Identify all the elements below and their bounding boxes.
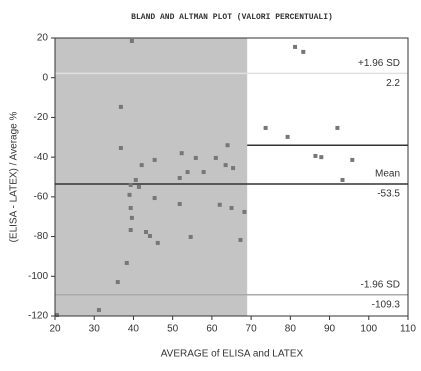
- point: [143, 230, 148, 235]
- point: [139, 163, 144, 168]
- point: [133, 177, 138, 182]
- x-tick-label: 80: [285, 324, 297, 335]
- point: [128, 228, 133, 233]
- y-tick-label: -40: [34, 152, 49, 163]
- point: [213, 155, 218, 160]
- point: [301, 49, 306, 54]
- point: [152, 196, 157, 201]
- point: [115, 280, 120, 285]
- reference-value: -53.5: [377, 189, 400, 200]
- point: [217, 202, 222, 207]
- y-tick-label: -100: [28, 271, 48, 282]
- plot-border: [54, 37, 409, 317]
- point: [201, 170, 206, 175]
- shaded-region: [55, 38, 248, 316]
- point: [263, 125, 268, 130]
- point: [177, 202, 182, 207]
- point: [118, 104, 123, 109]
- x-tick-label: 90: [324, 324, 336, 335]
- point: [179, 151, 184, 156]
- y-tick-label: -60: [34, 191, 49, 202]
- reference-name: -1.96 SD: [361, 279, 400, 290]
- point: [152, 157, 157, 162]
- y-axis-label: (ELISA - LATEX) / Average %: [9, 111, 20, 242]
- chart-title: BLAND AND ALTMAN PLOT (VALORI PERCENTUAL…: [131, 13, 333, 22]
- point: [128, 182, 133, 187]
- x-tick-label: 110: [400, 324, 416, 335]
- point: [350, 157, 355, 162]
- point: [340, 177, 345, 182]
- point: [242, 209, 247, 214]
- point: [229, 205, 234, 210]
- point: [96, 308, 101, 313]
- point: [225, 143, 230, 148]
- x-tick-label: 30: [89, 324, 101, 335]
- point: [313, 153, 318, 158]
- point: [128, 205, 133, 210]
- point: [147, 233, 152, 238]
- point: [223, 163, 228, 168]
- x-axis-label: AVERAGE of ELISA and LATEX: [161, 349, 304, 360]
- point: [193, 155, 198, 160]
- point: [129, 215, 134, 220]
- point: [238, 237, 243, 242]
- x-tick-label: 40: [128, 324, 140, 335]
- point: [54, 313, 59, 318]
- y-tick-label: 0: [42, 72, 48, 83]
- point: [285, 134, 290, 139]
- point: [118, 146, 123, 151]
- y-tick-label: -80: [34, 231, 49, 242]
- x-tick-label: 70: [246, 324, 258, 335]
- point: [177, 175, 182, 180]
- x-tick-label: 20: [49, 324, 61, 335]
- point: [129, 38, 134, 43]
- point: [124, 260, 129, 265]
- reference-value: -109.3: [372, 299, 401, 310]
- point: [188, 234, 193, 239]
- y-tick-label: -20: [34, 112, 49, 123]
- point: [293, 44, 298, 49]
- reference-name: +1.96 SD: [358, 58, 400, 69]
- point: [136, 184, 141, 189]
- x-tick-label: 50: [167, 324, 179, 335]
- reference-name: Mean: [375, 169, 400, 180]
- x-tick-label: 60: [206, 324, 218, 335]
- point: [335, 125, 340, 130]
- point: [231, 166, 236, 171]
- point: [185, 170, 190, 175]
- reference-value: 2.2: [386, 78, 400, 89]
- y-tick-label: 20: [37, 33, 49, 44]
- y-tick-label: -120: [28, 311, 48, 322]
- point: [155, 240, 160, 245]
- point: [127, 192, 132, 197]
- x-tick-label: 100: [360, 324, 377, 335]
- point: [319, 155, 324, 160]
